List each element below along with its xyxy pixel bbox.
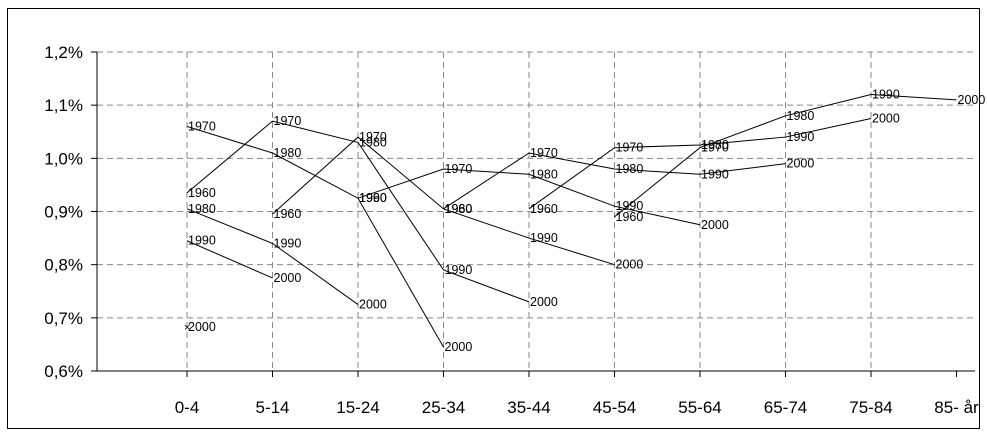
x-tick-label: 25-34 bbox=[422, 398, 465, 417]
x-tick-label: 45-54 bbox=[593, 398, 636, 417]
data-label: 2000 bbox=[701, 218, 729, 232]
data-label: 2000 bbox=[616, 258, 644, 272]
data-label: 1990 bbox=[872, 88, 900, 102]
data-labels: 1960197019801990200019601970198019902000… bbox=[188, 88, 985, 355]
x-tick-label: 85- år bbox=[934, 398, 979, 417]
x-tick-label: 65-74 bbox=[764, 398, 807, 417]
data-label: 1980 bbox=[274, 146, 302, 160]
gridlines bbox=[97, 51, 975, 371]
data-label: 1970 bbox=[188, 119, 216, 133]
y-tick-label: 1,1% bbox=[44, 96, 83, 115]
cohort-line bbox=[186, 240, 273, 279]
data-label: 1970 bbox=[359, 130, 387, 144]
y-tick-label: 0,7% bbox=[44, 309, 83, 328]
data-label: 1970 bbox=[445, 162, 473, 176]
data-label: 1980 bbox=[616, 162, 644, 176]
data-label: 1970 bbox=[701, 141, 729, 155]
data-label: 2000 bbox=[188, 320, 216, 334]
data-label: 1980 bbox=[359, 135, 387, 149]
data-label: 1990 bbox=[188, 234, 216, 248]
cohort-line bbox=[186, 125, 444, 348]
data-label: 1990 bbox=[530, 231, 558, 245]
data-label: 1960 bbox=[359, 191, 387, 205]
y-tick-label: 1,0% bbox=[44, 149, 83, 168]
chart-border bbox=[7, 8, 980, 429]
data-lines: × bbox=[184, 94, 957, 348]
single-point-marker: × bbox=[184, 322, 190, 334]
data-label: 2000 bbox=[274, 271, 302, 285]
data-label: 1960 bbox=[530, 202, 558, 216]
data-label: 1980 bbox=[787, 109, 815, 123]
data-label: 1990 bbox=[445, 263, 473, 277]
y-tick-label: 0,8% bbox=[44, 256, 83, 275]
data-label: 1970 bbox=[274, 114, 302, 128]
data-label: 1960 bbox=[445, 202, 473, 216]
data-label: 1990 bbox=[274, 236, 302, 250]
y-tick-label: 0,9% bbox=[44, 203, 83, 222]
data-label: 2000 bbox=[445, 340, 473, 354]
data-label: 1980 bbox=[445, 202, 473, 216]
x-tick-label: 75-84 bbox=[849, 398, 892, 417]
data-label: 1990 bbox=[616, 199, 644, 213]
data-label: 1990 bbox=[701, 167, 729, 181]
data-label: 1960 bbox=[188, 186, 216, 200]
x-tick-label: 35-44 bbox=[507, 398, 550, 417]
x-tick-label: 0-4 bbox=[175, 398, 200, 417]
data-label: 2000 bbox=[872, 111, 900, 125]
data-label: 2000 bbox=[787, 157, 815, 171]
data-label: 2000 bbox=[359, 298, 387, 312]
data-label: 1960 bbox=[616, 210, 644, 224]
data-label: 1980 bbox=[701, 138, 729, 152]
data-label: 1980 bbox=[530, 167, 558, 181]
y-tick-label: 1,2% bbox=[44, 43, 83, 62]
y-tick-label: 0,6% bbox=[44, 362, 83, 381]
x-tick-label: 55-64 bbox=[678, 398, 721, 417]
data-label: 1970 bbox=[616, 141, 644, 155]
data-label: 2000 bbox=[958, 93, 986, 107]
data-label: 1990 bbox=[359, 191, 387, 205]
axes: 0,6% 0,7% 0,8% 0,9% 1,0% 1,1% 1,2% 0-4 5-14 15-24… bbox=[44, 43, 979, 417]
data-label: 2000 bbox=[530, 295, 558, 309]
data-label: 1990 bbox=[787, 130, 815, 144]
x-tick-label: 5-14 bbox=[255, 398, 289, 417]
data-label: 1960 bbox=[274, 207, 302, 221]
data-label: 1980 bbox=[188, 202, 216, 216]
data-label: 1970 bbox=[530, 146, 558, 160]
x-tick-label: 15-24 bbox=[336, 398, 379, 417]
